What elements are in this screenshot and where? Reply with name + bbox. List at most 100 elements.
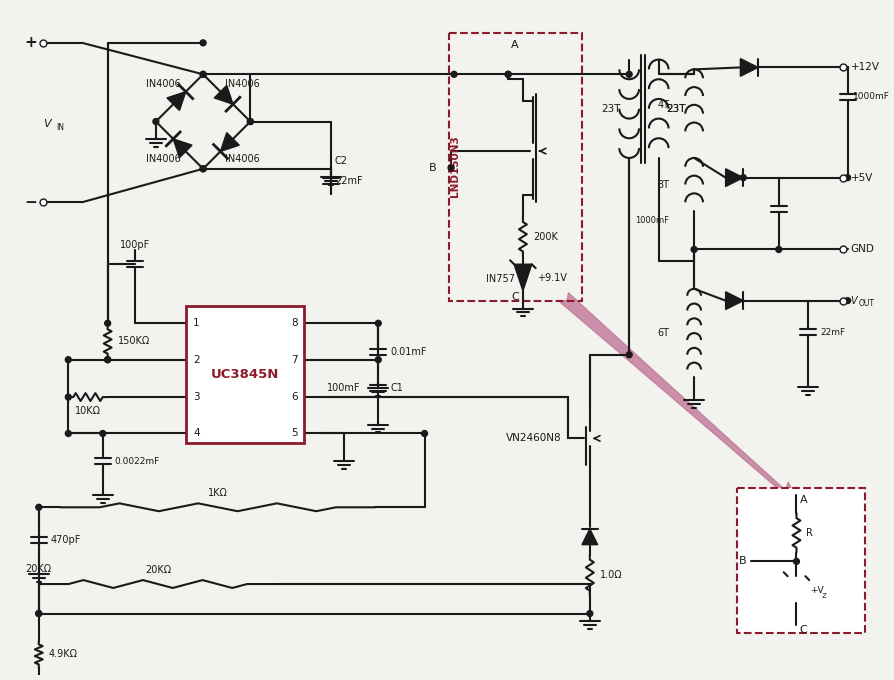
Circle shape: [421, 430, 427, 437]
Text: 3T: 3T: [657, 180, 669, 190]
Text: R: R: [805, 528, 813, 538]
Text: IN4006: IN4006: [147, 154, 181, 164]
Text: 7: 7: [291, 355, 297, 364]
Circle shape: [200, 166, 206, 172]
Circle shape: [844, 175, 849, 181]
Text: IN4006: IN4006: [147, 79, 181, 89]
Circle shape: [793, 558, 798, 564]
Text: 0.0022mF: 0.0022mF: [114, 456, 160, 466]
Text: +5V: +5V: [849, 173, 872, 183]
Text: V: V: [43, 118, 51, 129]
Bar: [449, 33, 581, 301]
Text: 150KΩ: 150KΩ: [117, 337, 149, 347]
Polygon shape: [581, 529, 597, 545]
Text: 20KΩ: 20KΩ: [145, 565, 171, 575]
Text: +V: +V: [809, 586, 823, 596]
Text: IN757: IN757: [485, 274, 514, 284]
Text: 4T: 4T: [657, 100, 669, 110]
Text: 5: 5: [291, 428, 297, 439]
Text: A: A: [510, 40, 519, 50]
Text: 100mF: 100mF: [326, 384, 360, 393]
Circle shape: [36, 611, 42, 617]
Text: +: +: [24, 35, 38, 50]
Circle shape: [775, 247, 780, 252]
Circle shape: [200, 71, 206, 78]
Text: 470pF: 470pF: [51, 534, 80, 545]
Text: 1.0Ω: 1.0Ω: [599, 570, 621, 580]
Circle shape: [99, 430, 105, 437]
Polygon shape: [173, 139, 192, 158]
Circle shape: [626, 352, 631, 358]
Circle shape: [105, 320, 111, 326]
FancyArrowPatch shape: [560, 293, 794, 500]
Text: 1KΩ: 1KΩ: [207, 488, 228, 498]
Circle shape: [65, 394, 72, 400]
Circle shape: [247, 118, 253, 124]
Circle shape: [247, 118, 253, 124]
Text: IN4006: IN4006: [225, 79, 259, 89]
FancyBboxPatch shape: [186, 305, 304, 443]
Text: 0.01mF: 0.01mF: [390, 347, 426, 357]
Text: +9.1V: +9.1V: [536, 273, 566, 282]
Circle shape: [200, 40, 206, 46]
Text: 6: 6: [291, 392, 297, 402]
Text: OUT: OUT: [857, 299, 873, 308]
Bar: [737, 488, 864, 633]
Text: Z: Z: [821, 593, 826, 599]
Text: +12V: +12V: [849, 63, 879, 73]
Circle shape: [739, 175, 746, 181]
Text: 22mF: 22mF: [334, 175, 362, 186]
Circle shape: [504, 71, 510, 78]
Text: IN: IN: [56, 123, 64, 132]
Polygon shape: [739, 58, 757, 76]
Text: C: C: [798, 626, 806, 635]
Text: UC3845N: UC3845N: [211, 368, 279, 381]
Circle shape: [586, 611, 592, 617]
Circle shape: [504, 71, 510, 78]
Text: 1: 1: [193, 318, 199, 328]
Circle shape: [375, 320, 381, 326]
Circle shape: [65, 430, 72, 437]
Text: C: C: [510, 292, 519, 302]
Text: 6T: 6T: [657, 328, 669, 338]
Circle shape: [375, 357, 381, 362]
Text: 8: 8: [291, 318, 297, 328]
Text: B: B: [428, 163, 436, 173]
Text: LND150N3: LND150N3: [450, 135, 460, 197]
Text: B: B: [738, 556, 746, 566]
Polygon shape: [787, 576, 805, 602]
Polygon shape: [167, 92, 186, 110]
Text: 23T: 23T: [666, 104, 686, 114]
Text: 23T: 23T: [666, 104, 686, 114]
Text: A: A: [798, 496, 806, 505]
Text: GND: GND: [849, 245, 873, 254]
Circle shape: [200, 71, 206, 78]
Circle shape: [690, 247, 696, 252]
Text: C1: C1: [390, 384, 402, 393]
Text: 20KΩ: 20KΩ: [26, 564, 52, 574]
Text: 4.9KΩ: 4.9KΩ: [48, 649, 78, 660]
Text: 1000mF: 1000mF: [852, 92, 889, 101]
Circle shape: [153, 118, 158, 124]
Text: 2: 2: [193, 355, 199, 364]
Polygon shape: [725, 292, 743, 309]
Circle shape: [65, 357, 72, 362]
Circle shape: [448, 165, 453, 171]
Circle shape: [200, 166, 206, 172]
Text: 200K: 200K: [532, 232, 557, 241]
Text: C2: C2: [334, 156, 348, 166]
Text: 3: 3: [193, 392, 199, 402]
Circle shape: [105, 357, 111, 362]
Circle shape: [451, 71, 457, 78]
Text: 23T: 23T: [601, 104, 620, 114]
Text: 10KΩ: 10KΩ: [75, 406, 101, 416]
Text: 22mF: 22mF: [819, 328, 844, 337]
Polygon shape: [220, 133, 239, 152]
Polygon shape: [513, 265, 531, 291]
Circle shape: [36, 505, 42, 510]
Text: −: −: [24, 194, 38, 209]
Circle shape: [626, 71, 631, 78]
Text: VN2460N8: VN2460N8: [506, 433, 561, 443]
Text: IN4006: IN4006: [225, 154, 259, 164]
Polygon shape: [214, 86, 232, 104]
